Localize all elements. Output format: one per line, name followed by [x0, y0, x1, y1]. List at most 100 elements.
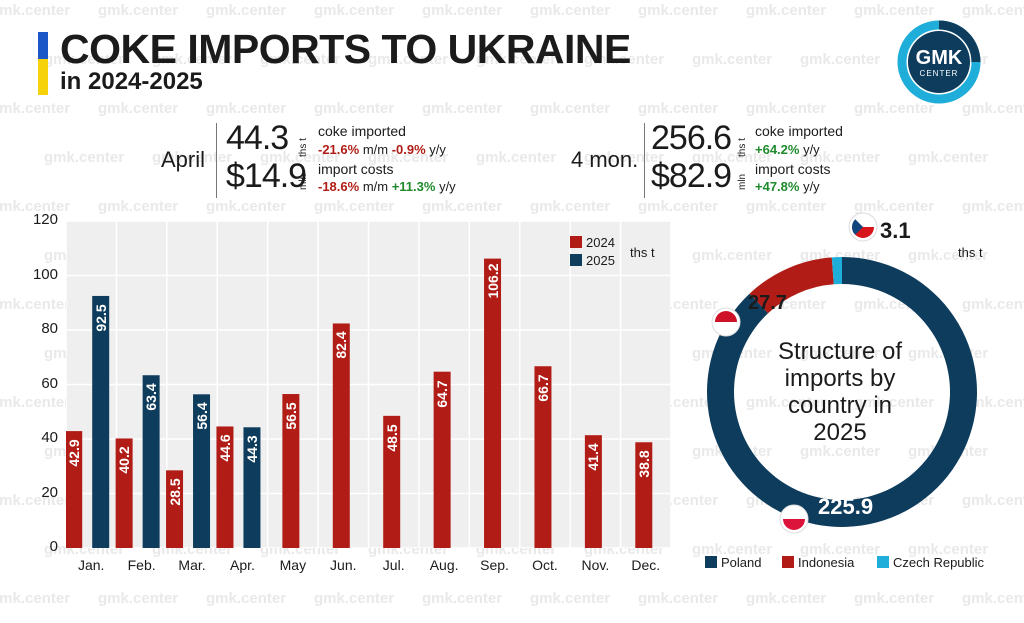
watermark-text: gmk.center — [206, 2, 287, 19]
april-cost-value: $14.9 — [226, 157, 307, 195]
logo-text: GMK — [915, 47, 963, 69]
watermark-text: gmk.center — [0, 2, 71, 19]
april-cost-change: -18.6% m/m +11.3% y/y — [318, 179, 456, 194]
four-months-period-label: 4 mon. — [571, 147, 639, 172]
legend-2025-label: 2025 — [586, 253, 615, 268]
watermark-text: gmk.center — [0, 492, 71, 509]
x-tick-label: Feb. — [127, 557, 156, 573]
watermark-text: gmk.center — [206, 198, 287, 215]
april-volume-label: coke imported — [318, 123, 406, 139]
pie-legend-poland: Poland — [705, 555, 761, 570]
donut-chart-unit-label: ths t — [958, 245, 983, 260]
watermark-text: gmk.center — [746, 2, 827, 19]
bar-chart-svg — [66, 221, 671, 548]
donut-chart-title: Structure of imports by country in 2025 — [777, 338, 903, 446]
april-volume-yy-suffix: y/y — [425, 142, 446, 157]
y-tick-label: 20 — [41, 483, 58, 501]
watermark-text: gmk.center — [854, 590, 935, 607]
april-volume-yy: -0.9% — [391, 142, 426, 157]
watermark-text: gmk.center — [638, 590, 719, 607]
four-months-volume-label: coke imported — [755, 123, 843, 139]
pie-label-indonesia: 27.7 — [748, 292, 787, 314]
pie-legend-czech-republic-label: Czech Republic — [893, 555, 985, 570]
x-tick-label: Jan. — [77, 557, 105, 573]
watermark-text: gmk.center — [314, 100, 395, 117]
four-months-volume-unit: ths t — [737, 138, 748, 157]
april-cost-yy: +11.3% — [391, 179, 436, 194]
bar-2024 — [332, 323, 350, 548]
bar-2024 — [635, 442, 653, 548]
flag-poland-icon — [779, 504, 809, 534]
four-months-volume-yy: +64.2% — [755, 142, 800, 157]
watermark-text: gmk.center — [908, 149, 989, 166]
watermark-text: gmk.center — [422, 100, 503, 117]
four-months-cost-yy-suffix: y/y — [799, 179, 820, 194]
bar-2024 — [383, 415, 401, 548]
watermark-text: gmk.center — [530, 100, 611, 117]
x-tick-label: Oct. — [532, 557, 558, 573]
x-tick-label: Mar. — [178, 557, 206, 573]
watermark-text: gmk.center — [98, 590, 179, 607]
bar-2024 — [282, 394, 300, 548]
watermark-text: gmk.center — [98, 2, 179, 19]
april-volume-unit: ths t — [298, 138, 309, 157]
pie-legend-indonesia-label: Indonesia — [798, 555, 855, 570]
four-months-cost-unit: mln — [737, 173, 748, 190]
bar-2025 — [193, 394, 211, 548]
x-tick-label: Jul. — [382, 557, 405, 573]
bar-2024 — [433, 371, 451, 548]
y-tick-label: 80 — [41, 320, 58, 337]
y-tick-label: 100 — [32, 265, 58, 283]
y-tick-label: 120 — [32, 211, 58, 228]
april-cost-label: import costs — [318, 161, 394, 177]
y-tick-label: 40 — [41, 429, 58, 446]
x-tick-label: Jun. — [330, 557, 357, 573]
flag-yellow-stripe — [38, 59, 48, 95]
four-months-volume-yy-suffix: y/y — [799, 142, 820, 157]
watermark-text: gmk.center — [692, 51, 773, 68]
watermark-text: gmk.center — [746, 590, 827, 607]
four-months-cost-yy: +47.8% — [755, 179, 800, 194]
watermark-text: gmk.center — [44, 149, 125, 166]
watermark-text: gmk.center — [476, 149, 557, 166]
april-cost-unit: mln — [298, 173, 309, 190]
x-tick-label: Aug. — [429, 557, 459, 573]
bar-2025 — [92, 295, 110, 548]
four-months-volume-change: +64.2% y/y — [755, 142, 820, 157]
watermark-text: gmk.center — [962, 198, 1024, 215]
april-divider — [216, 123, 217, 198]
four-months-cost-change: +47.8% y/y — [755, 179, 820, 194]
watermark-text: gmk.center — [422, 2, 503, 19]
flag-indonesia-icon — [711, 307, 741, 337]
watermark-text: gmk.center — [530, 590, 611, 607]
watermark-text: gmk.center — [962, 590, 1024, 607]
bar-2024 — [584, 435, 602, 548]
x-tick-label: Sep. — [480, 557, 509, 573]
watermark-text: gmk.center — [0, 394, 71, 411]
watermark-text: gmk.center — [0, 590, 71, 607]
legend-2024-swatch — [570, 236, 582, 248]
watermark-text: gmk.center — [98, 198, 179, 215]
x-tick-label: Dec. — [631, 557, 661, 573]
pie-legend-indonesia-swatch — [782, 556, 794, 568]
april-cost-yy-suffix: y/y — [435, 179, 456, 194]
bar-2024 — [115, 438, 133, 548]
pie-legend-poland-label: Poland — [721, 555, 762, 570]
watermark-text: gmk.center — [638, 100, 719, 117]
watermark-text: gmk.center — [314, 2, 395, 19]
bar-2024 — [66, 431, 83, 548]
april-volume-mm-suffix: m/m — [359, 142, 392, 157]
legend-2024: 2024 — [570, 235, 615, 250]
four-months-cost-label: import costs — [755, 161, 831, 177]
flag-blue-stripe — [38, 32, 48, 59]
bar-2025 — [243, 427, 261, 548]
bar-2025 — [142, 375, 160, 548]
watermark-text: gmk.center — [314, 590, 395, 607]
watermark-text: gmk.center — [206, 100, 287, 117]
four-months-volume-value: 256.6 — [651, 119, 732, 157]
logo-subtext: CENTER — [919, 69, 959, 78]
legend-2025: 2025 — [570, 253, 615, 268]
april-period-label: April — [161, 147, 206, 172]
bar-chart-plot-area — [66, 221, 671, 548]
watermark-text: gmk.center — [0, 198, 71, 215]
